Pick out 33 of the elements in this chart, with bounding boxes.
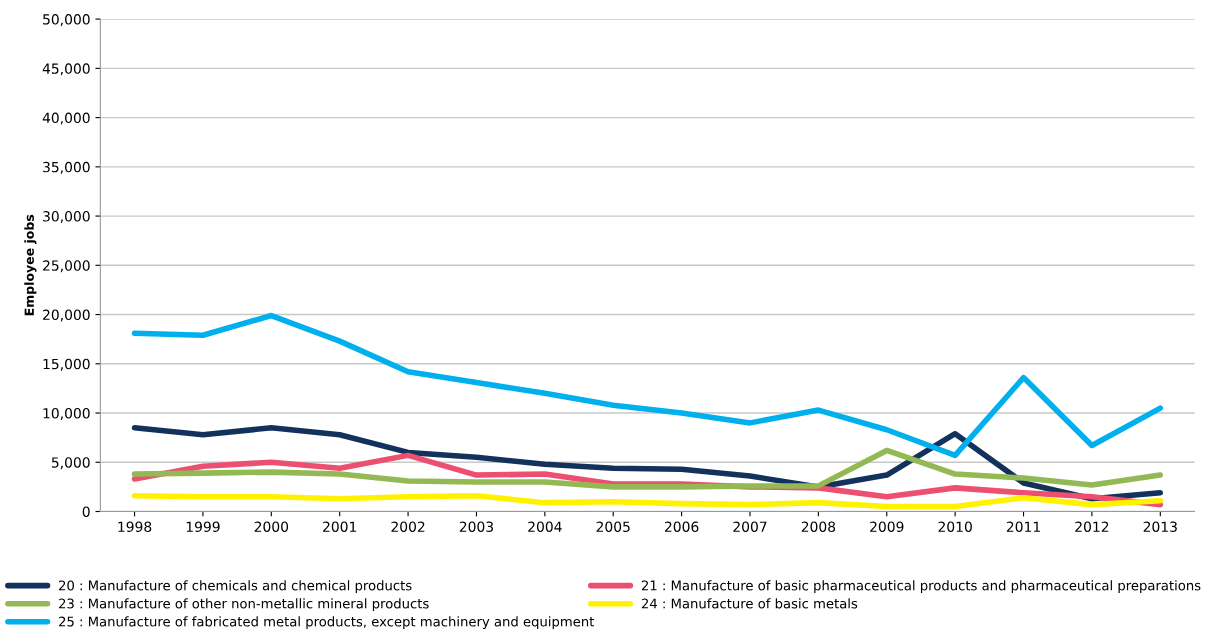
x-tick-label: 2000	[254, 521, 289, 532]
x-tick-label: 2006	[664, 521, 699, 532]
x-tick-label: 2013	[1143, 521, 1177, 532]
y-tick-label: 50,000	[43, 14, 90, 26]
x-tick-label: 2001	[323, 521, 357, 532]
x-tick-label: 1998	[118, 521, 152, 532]
y-tick-label: 20,000	[43, 309, 90, 322]
legend-label: 23 : Manufacture of other non-metallic mineral products	[59, 598, 429, 612]
y-tick-label: 15,000	[43, 358, 90, 371]
x-tick-label: 2003	[459, 521, 494, 532]
y-tick-label: 35,000	[43, 161, 90, 174]
legend-label: 24 : Manufacture of basic metals	[641, 598, 858, 609]
y-tick-label: 30,000	[43, 211, 90, 223]
y-tick-label: 45,000	[42, 63, 90, 76]
legend-label: 21 : Manufacture of basic pharmaceutical products and pharmaceutical preparations	[641, 580, 1201, 593]
x-tick-label: 2007	[733, 521, 767, 532]
y-tick-label: 25,000	[43, 260, 90, 273]
y-tick-label: 5,000	[51, 457, 90, 470]
x-tick-label: 2004	[528, 521, 562, 532]
legend-label: 25 : Manufacture of fabricated metal products, except machinery and equipment	[59, 616, 595, 630]
x-tick-label: 2008	[801, 521, 836, 532]
y-axis-title: Employee jobs	[24, 214, 37, 316]
x-tick-label: 2010	[938, 521, 972, 532]
y-tick-label: 10,000	[43, 408, 90, 420]
x-tick-label: 2002	[391, 521, 425, 532]
x-tick-label: 2011	[1006, 521, 1040, 532]
x-tick-label: 2005	[596, 521, 630, 532]
x-tick-label: 2009	[870, 521, 904, 532]
x-tick-label: 2012	[1075, 521, 1109, 532]
y-tick-label: 40,000	[42, 112, 90, 125]
y-tick-label: 0	[82, 506, 90, 517]
legend-label: 20 : Manufacture of chemicals and chemical products	[59, 580, 412, 593]
x-tick-label: 1999	[186, 521, 220, 532]
